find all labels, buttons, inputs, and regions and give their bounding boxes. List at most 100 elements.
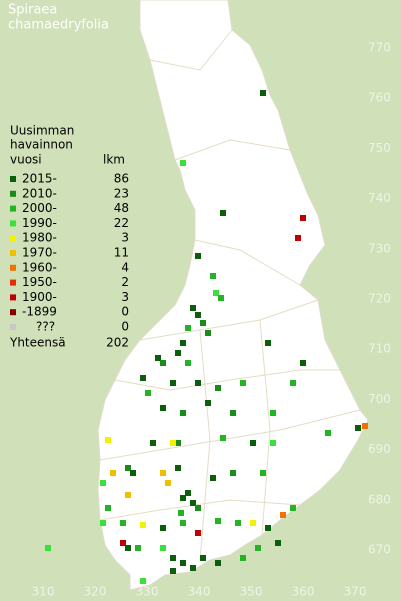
observation-square xyxy=(215,518,221,524)
observation-square xyxy=(195,530,201,536)
observation-square xyxy=(175,465,181,471)
legend-count: 3 xyxy=(121,231,129,245)
legend-swatch xyxy=(10,324,16,330)
observation-square xyxy=(180,520,186,526)
observation-square xyxy=(270,410,276,416)
observation-square xyxy=(160,525,166,531)
observation-square xyxy=(215,385,221,391)
observation-square xyxy=(170,555,176,561)
y-tick-label: 740 xyxy=(368,191,391,205)
observation-square xyxy=(270,440,276,446)
observation-square xyxy=(200,320,206,326)
legend-label: 1960- xyxy=(22,260,57,274)
observation-square xyxy=(105,437,111,443)
legend-label: 1900- xyxy=(22,290,57,304)
y-tick-label: 750 xyxy=(368,141,391,155)
observation-square xyxy=(250,440,256,446)
title-line: chamaedryfolia xyxy=(8,18,109,33)
observation-square xyxy=(150,440,156,446)
observation-square xyxy=(100,520,106,526)
observation-square xyxy=(250,520,256,526)
legend-count: 11 xyxy=(114,246,129,260)
y-tick-label: 720 xyxy=(368,292,391,306)
legend-count-heading: lkm xyxy=(103,153,125,167)
observation-square xyxy=(195,380,201,386)
observation-square xyxy=(130,470,136,476)
legend-swatch xyxy=(10,279,16,286)
observation-square xyxy=(195,312,201,318)
observation-square xyxy=(220,435,226,441)
observation-square xyxy=(170,440,176,446)
x-tick-label: 310 xyxy=(32,585,55,599)
observation-square xyxy=(135,545,141,551)
observation-square xyxy=(160,545,166,551)
observation-square xyxy=(362,423,368,429)
observation-square xyxy=(170,568,176,574)
observation-square xyxy=(180,560,186,566)
observation-square xyxy=(230,470,236,476)
observation-square xyxy=(190,565,196,571)
observation-square xyxy=(185,490,191,496)
observation-square xyxy=(300,360,306,366)
observation-square xyxy=(205,400,211,406)
observation-square xyxy=(275,540,281,546)
y-tick-label: 710 xyxy=(368,342,391,356)
observation-square xyxy=(265,340,271,346)
observation-square xyxy=(145,390,151,396)
observation-square xyxy=(185,325,191,331)
legend-label: 2015- xyxy=(22,172,57,186)
x-tick-label: 360 xyxy=(292,585,315,599)
y-tick-label: 770 xyxy=(368,41,391,55)
observation-square xyxy=(140,375,146,381)
legend-count: 0 xyxy=(121,305,129,319)
observation-square xyxy=(165,480,171,486)
legend-label: -1899 xyxy=(22,305,57,319)
legend-swatch xyxy=(10,176,16,182)
observation-square xyxy=(230,410,236,416)
observation-square xyxy=(170,380,176,386)
legend-count: 3 xyxy=(121,290,129,304)
legend-swatch xyxy=(10,250,16,256)
observation-square xyxy=(160,405,166,411)
observation-square xyxy=(180,340,186,346)
legend-label: ??? xyxy=(36,320,55,334)
observation-square xyxy=(220,210,226,216)
legend-count: 0 xyxy=(121,320,129,334)
legend-total: 202 xyxy=(106,336,129,350)
observation-square xyxy=(140,522,146,528)
observation-square xyxy=(300,215,306,221)
x-tick-label: 330 xyxy=(136,585,159,599)
observation-square xyxy=(185,360,191,366)
legend-label: 1980- xyxy=(22,231,57,245)
y-tick-label: 690 xyxy=(368,442,391,456)
legend-count: 48 xyxy=(114,201,129,215)
observation-square xyxy=(235,520,241,526)
observation-square xyxy=(210,273,216,279)
observation-square xyxy=(175,440,181,446)
observation-square xyxy=(120,540,126,546)
observation-square xyxy=(240,380,246,386)
x-tick-label: 370 xyxy=(344,585,367,599)
observation-square xyxy=(213,290,219,296)
legend-count: 23 xyxy=(114,186,129,200)
observation-square xyxy=(195,505,201,511)
x-tick-label: 350 xyxy=(240,585,263,599)
title-line: Spiraea xyxy=(8,3,57,18)
observation-square xyxy=(295,235,301,241)
legend-heading: vuosi xyxy=(10,153,42,167)
observation-square xyxy=(155,355,161,361)
legend-swatch xyxy=(10,190,16,197)
observation-square xyxy=(205,330,211,336)
y-tick-label: 730 xyxy=(368,241,391,255)
finland-outline xyxy=(97,0,369,591)
observation-square xyxy=(160,360,166,366)
observation-square xyxy=(190,305,196,311)
observation-square xyxy=(215,560,221,566)
legend-label: 2000- xyxy=(22,201,57,215)
legend-count: 2 xyxy=(121,275,129,289)
observation-square xyxy=(190,500,196,506)
legend-heading: havainnon xyxy=(10,138,73,152)
legend-label: 2010- xyxy=(22,186,57,200)
observation-square xyxy=(325,430,331,436)
y-tick-label: 700 xyxy=(368,392,391,406)
